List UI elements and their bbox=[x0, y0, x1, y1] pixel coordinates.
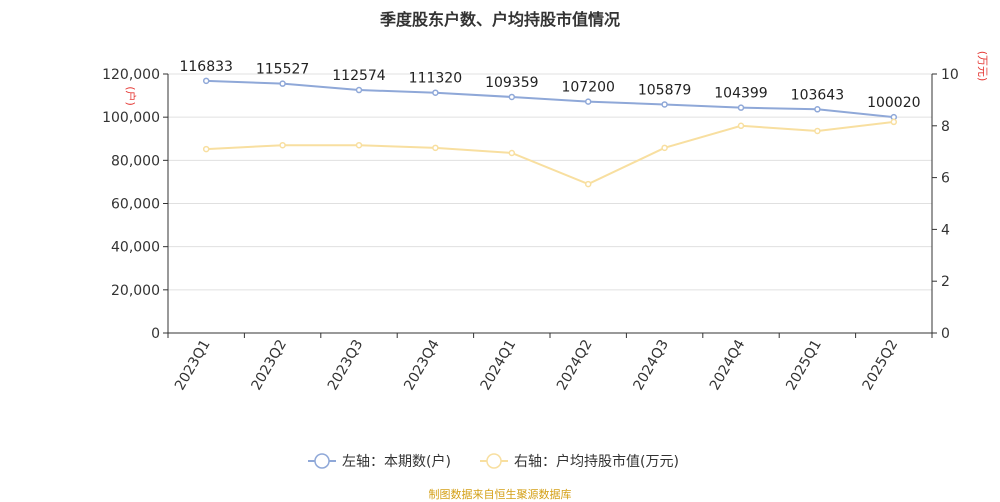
data-point bbox=[432, 144, 439, 152]
data-point bbox=[814, 106, 821, 113]
data-point bbox=[661, 101, 668, 108]
data-label: 105879 bbox=[638, 82, 691, 98]
chart-svg: 0 20,000 40,000 60,000 80,000 100,000 120,000 0… bbox=[102, 51, 989, 470]
series-line bbox=[206, 79, 894, 119]
right-axis-label: (万元) bbox=[976, 51, 989, 82]
left-axis-label: (户) bbox=[124, 86, 138, 106]
chart-title: 季度股东户数、户均持股市值情况 bbox=[379, 10, 620, 29]
data-label: 111320 bbox=[409, 71, 462, 87]
data-label: 115527 bbox=[256, 62, 309, 78]
data-point bbox=[737, 104, 745, 111]
legend-label: 右轴：户均持股市值(万元) bbox=[514, 453, 679, 470]
left-axis-tick-label: 80,000 bbox=[111, 153, 160, 169]
data-label: 104399 bbox=[714, 86, 767, 102]
legend-label: 左轴：本期数(户) bbox=[342, 453, 451, 470]
data-point bbox=[508, 93, 516, 101]
data-point bbox=[508, 149, 516, 157]
x-axis-tick-label: 2025Q1 bbox=[783, 337, 825, 393]
right-axis-tick-label: 6 bbox=[941, 171, 950, 187]
x-axis-tick-label: 2024Q4 bbox=[707, 337, 749, 393]
x-axis-tick-label: 2023Q2 bbox=[248, 337, 290, 393]
data-point bbox=[355, 86, 363, 94]
x-axis-tick-label: 2024Q3 bbox=[630, 337, 672, 393]
data-point bbox=[202, 145, 210, 153]
data-label: 109359 bbox=[485, 75, 538, 91]
data-label: 112574 bbox=[332, 68, 386, 84]
data-point bbox=[661, 144, 668, 152]
right-axis-tick-label: 0 bbox=[941, 326, 950, 342]
x-axis-tick-label: 2023Q4 bbox=[401, 337, 443, 393]
left-axis-tick-label: 0 bbox=[151, 326, 160, 342]
right-axis-tick-label: 10 bbox=[941, 67, 959, 83]
x-axis-tick-label: 2023Q1 bbox=[172, 337, 214, 393]
data-point bbox=[890, 118, 898, 126]
left-axis-tick-label: 40,000 bbox=[111, 240, 160, 256]
data-label: 100020 bbox=[867, 95, 920, 111]
x-axis-tick-label: 2025Q2 bbox=[860, 337, 902, 393]
left-axis-tick-label: 20,000 bbox=[111, 283, 160, 299]
x-axis-tick-label: 2023Q3 bbox=[325, 337, 367, 393]
data-point bbox=[279, 141, 286, 149]
data-point bbox=[584, 180, 592, 188]
left-axis-tick-label: 60,000 bbox=[111, 197, 160, 213]
left-axis-tick-label: 120,000 bbox=[102, 67, 160, 83]
data-point bbox=[202, 77, 210, 85]
data-point bbox=[279, 80, 286, 87]
data-label: 116833 bbox=[179, 59, 232, 75]
data-point bbox=[432, 89, 439, 96]
right-axis-tick-label: 8 bbox=[941, 119, 950, 135]
data-label: 103643 bbox=[791, 87, 844, 103]
legend-marker bbox=[314, 453, 330, 469]
right-axis-tick-label: 4 bbox=[941, 222, 950, 238]
data-point bbox=[814, 127, 821, 135]
data-point bbox=[584, 98, 592, 105]
data-point bbox=[355, 141, 363, 149]
x-axis-tick-label: 2024Q2 bbox=[554, 337, 596, 393]
legend-marker bbox=[486, 453, 502, 469]
left-axis-tick-label: 100,000 bbox=[102, 110, 160, 126]
series-line bbox=[206, 120, 894, 186]
right-axis-tick-label: 2 bbox=[941, 274, 950, 290]
x-axis-tick-label: 2024Q1 bbox=[478, 337, 520, 393]
source-note: 制图数据来自恒生聚源数据库 bbox=[428, 488, 572, 501]
data-label: 107200 bbox=[561, 80, 614, 96]
data-point bbox=[737, 122, 745, 130]
